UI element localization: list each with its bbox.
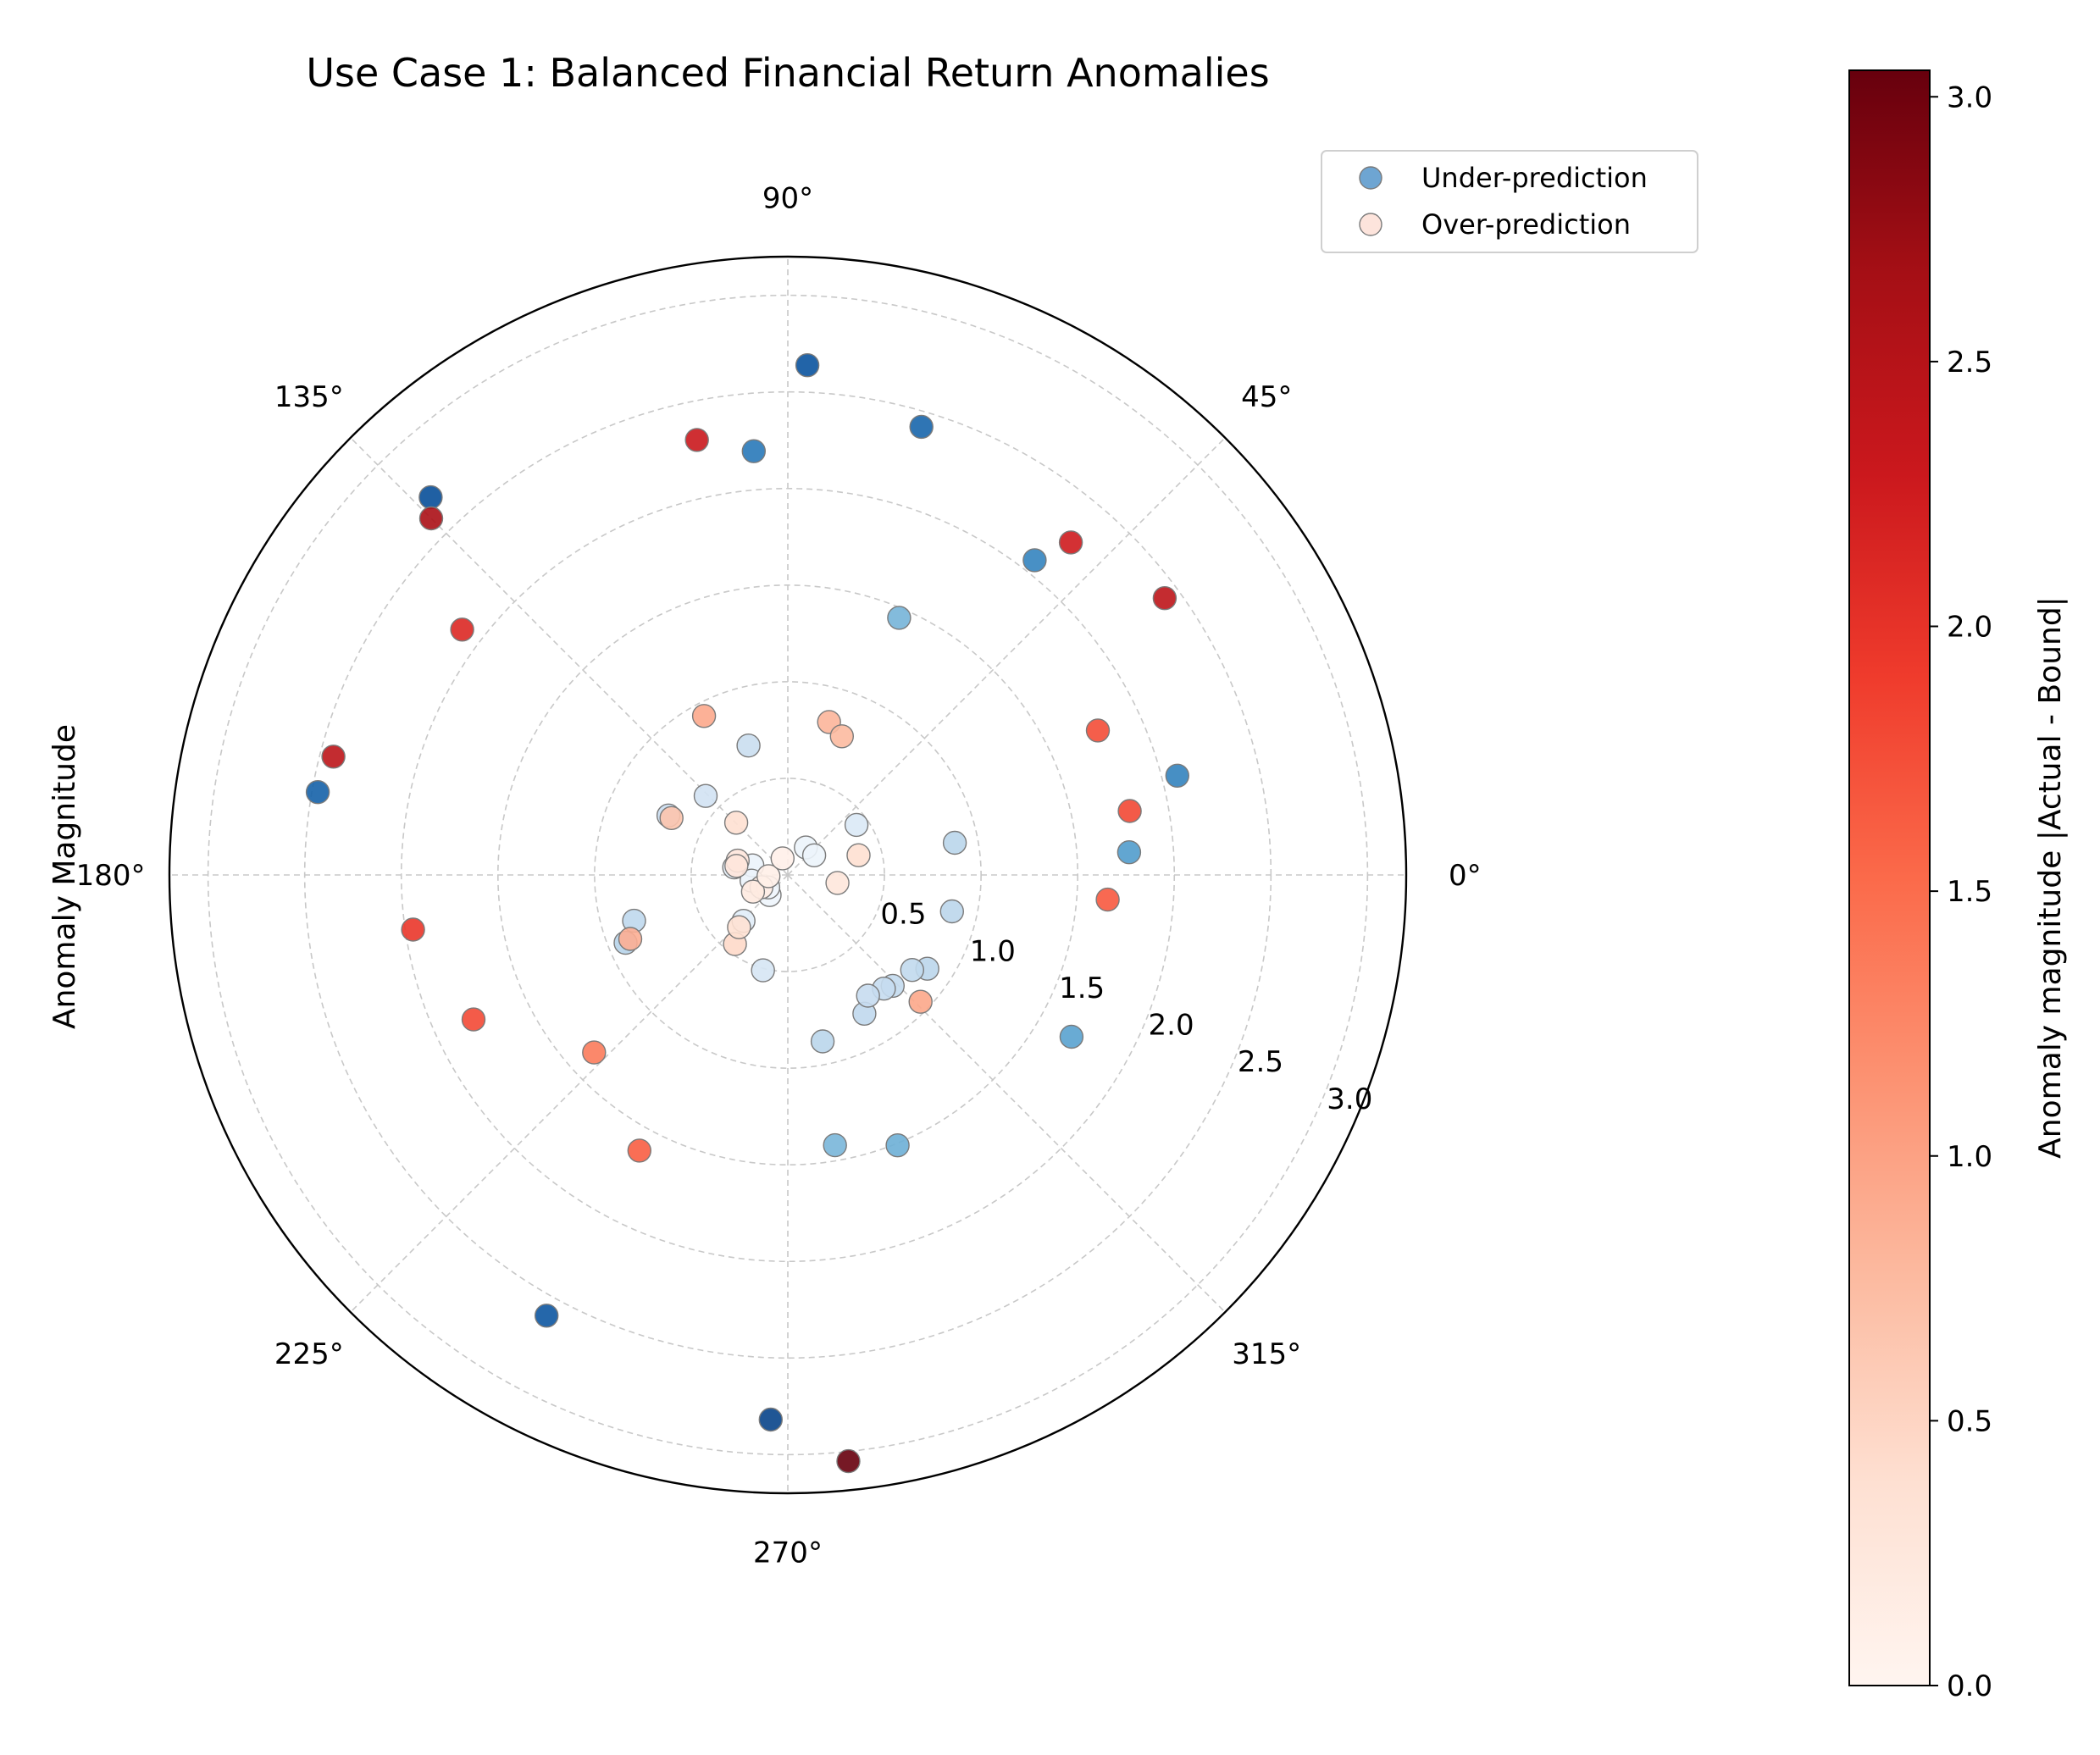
over-prediction-point <box>1152 586 1177 611</box>
theta-tick-label: 270° <box>753 1536 823 1570</box>
over-prediction-point <box>321 745 346 769</box>
over-prediction-point <box>401 917 425 942</box>
under-prediction-point <box>418 484 443 510</box>
r-tick-label: 2.5 <box>1238 1045 1283 1079</box>
angular-gridline <box>350 437 789 876</box>
over-prediction-point <box>618 927 643 951</box>
under-prediction-point <box>823 1132 847 1158</box>
over-prediction-point <box>582 1040 607 1065</box>
under-prediction-point <box>693 783 718 808</box>
over-prediction-point <box>627 1138 651 1163</box>
over-prediction-point <box>836 1448 861 1474</box>
colorbar-tick-label: 2.5 <box>1947 346 1992 379</box>
under-prediction-point <box>810 1029 835 1054</box>
over-prediction-point <box>461 1007 486 1032</box>
legend-entry: Over-prediction <box>1421 208 1631 241</box>
theta-tick-label: 45° <box>1241 380 1292 414</box>
angular-gridline <box>787 874 1226 1313</box>
polar-frame <box>168 255 1408 1495</box>
under-prediction-point <box>900 957 925 983</box>
under-prediction-point <box>1022 548 1047 573</box>
legend-box <box>1321 150 1698 253</box>
theta-tick-label: 135° <box>274 380 344 414</box>
y-axis-label: Anomaly Magnitude <box>47 724 82 1029</box>
over-prediction-point <box>727 915 751 939</box>
angular-gridline <box>787 437 1226 876</box>
colorbar-tick-label: 1.5 <box>1947 875 1992 909</box>
theta-tick-label: 225° <box>274 1337 344 1371</box>
under-prediction-point <box>939 899 965 924</box>
theta-tick-label: 0° <box>1449 859 1482 893</box>
over-prediction-point <box>740 879 766 904</box>
over-prediction-point <box>1058 530 1083 555</box>
legend-marker <box>1359 166 1382 190</box>
theta-tick-label: 180° <box>76 859 146 893</box>
under-prediction-point <box>942 830 967 855</box>
r-tick-label: 3.0 <box>1327 1082 1372 1116</box>
over-prediction-point <box>659 806 684 830</box>
legend: Under-prediction Over-prediction <box>1321 150 1698 253</box>
legend-marker <box>1359 213 1382 236</box>
under-prediction-point <box>305 780 330 805</box>
under-prediction-point <box>1116 840 1142 865</box>
over-prediction-point <box>908 989 933 1014</box>
under-prediction-point <box>1165 763 1190 788</box>
under-prediction-point <box>844 812 869 838</box>
over-prediction-point <box>418 506 444 531</box>
under-prediction-point <box>741 439 766 463</box>
r-tick-label: 0.5 <box>880 898 926 932</box>
legend-entry: Under-prediction <box>1421 162 1648 194</box>
under-prediction-point <box>736 734 761 758</box>
r-tick-label: 1.0 <box>970 934 1016 968</box>
under-prediction-point <box>795 353 820 378</box>
under-prediction-point <box>885 1132 910 1158</box>
chart-title: Use Case 1: Balanced Financial Return An… <box>306 50 1269 96</box>
angular-gridline <box>350 874 789 1313</box>
theta-tick-label: 90° <box>762 182 813 216</box>
polar-axes: 0° 45° 90° 135° 180° 225° 270° 315° 0.5 1.0 1.5 2.0… <box>76 182 1482 1570</box>
under-prediction-point <box>909 414 934 440</box>
under-prediction-point <box>758 1407 783 1432</box>
over-prediction-point <box>724 854 749 878</box>
r-tick-label: 2.0 <box>1149 1009 1194 1043</box>
under-prediction-point <box>535 1304 559 1328</box>
over-prediction-point <box>1117 799 1142 823</box>
under-prediction-point <box>856 983 880 1008</box>
colorbar: 0.0 0.5 1.0 1.5 2.0 2.5 3.0 Anomaly magnitude |… <box>1848 69 2068 1703</box>
theta-tick-label: 315° <box>1232 1337 1301 1371</box>
under-prediction-point <box>801 843 827 867</box>
under-prediction-point <box>887 606 911 630</box>
over-prediction-point <box>846 843 871 867</box>
data-points <box>305 353 1190 1474</box>
colorbar-tick-label: 0.5 <box>1947 1404 1992 1438</box>
polar-grid <box>169 257 1406 1493</box>
over-prediction-point <box>825 871 850 895</box>
over-prediction-point <box>684 428 709 452</box>
colorbar-gradient <box>1848 69 1931 1686</box>
over-prediction-point <box>691 704 717 728</box>
over-prediction-point <box>1085 718 1111 743</box>
over-prediction-point <box>829 724 854 749</box>
over-prediction-point <box>770 846 795 871</box>
colorbar-tick-label: 3.0 <box>1947 80 1992 114</box>
colorbar-tick-label: 1.0 <box>1947 1140 1992 1174</box>
over-prediction-point <box>723 811 749 835</box>
colorbar-tick-label: 0.0 <box>1947 1669 1992 1703</box>
colorbar-label: Anomaly magnitude |Actual - Bound| <box>2033 596 2068 1159</box>
under-prediction-point <box>1059 1024 1084 1049</box>
over-prediction-point <box>450 617 474 642</box>
colorbar-tick-label: 2.0 <box>1947 611 1992 645</box>
over-prediction-point <box>756 864 781 889</box>
r-tick-label: 1.5 <box>1059 972 1105 1005</box>
under-prediction-point <box>751 958 775 983</box>
over-prediction-point <box>1095 887 1120 912</box>
